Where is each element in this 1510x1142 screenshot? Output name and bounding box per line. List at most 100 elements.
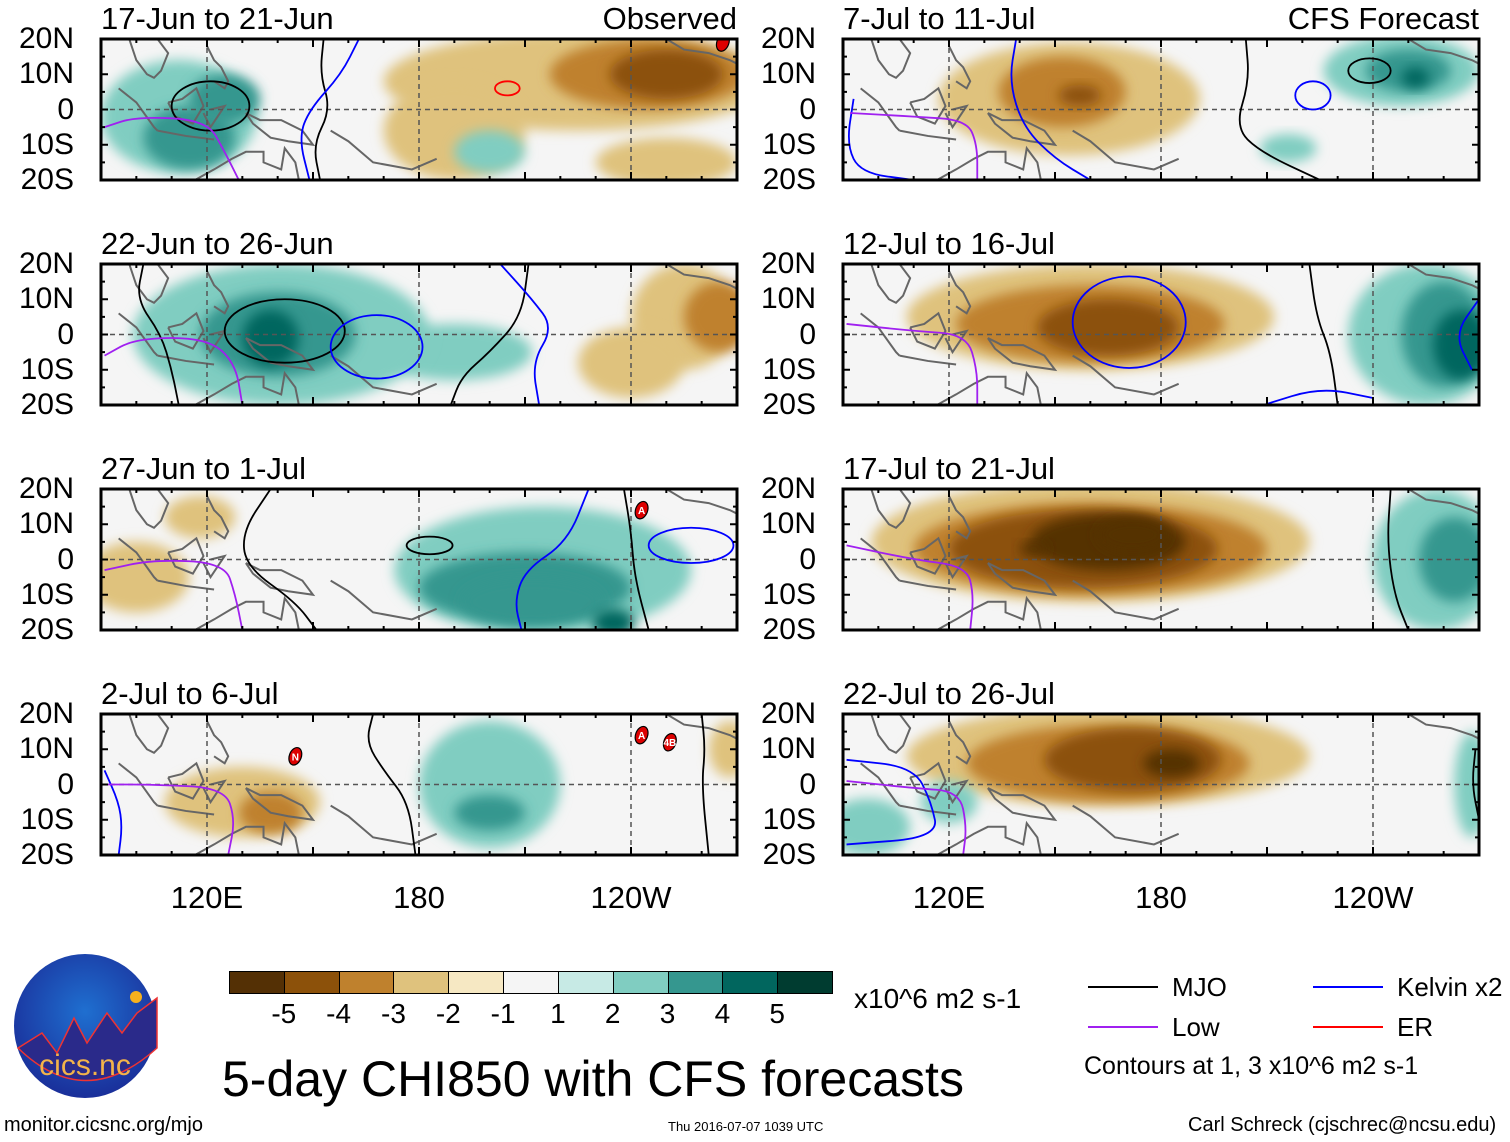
- source-url[interactable]: monitor.cicsnc.org/mjo: [4, 1114, 203, 1136]
- coastline: [118, 762, 159, 807]
- map-panel: A: [99, 487, 739, 632]
- author-credit: Carl Schreck (cjschrec@ncsu.edu): [1188, 1114, 1497, 1136]
- enhanced-anomaly-region: [454, 795, 525, 831]
- map-plot: [99, 37, 739, 182]
- er-contour: [494, 80, 521, 97]
- low-contour: [846, 544, 974, 630]
- latitude-tick-label: 20S: [762, 388, 816, 421]
- coastline: [1407, 714, 1479, 740]
- panel-date-range: 22-Jul to 26-Jul: [843, 676, 1055, 711]
- latitude-tick-label: 0: [799, 767, 816, 801]
- latitude-tick-label: 10S: [20, 577, 74, 611]
- panel-date-range: 17-Jul to 21-Jul: [843, 451, 1055, 486]
- coastline: [1407, 264, 1479, 290]
- coastline: [128, 264, 170, 304]
- suppressed-anomaly-region: [684, 281, 737, 353]
- colorbar-swatch: [229, 971, 285, 994]
- colorbar-tick-label: -4: [326, 998, 352, 1029]
- latitude-tick-label: 0: [57, 767, 74, 801]
- colorbar-tick-label: 2: [604, 998, 621, 1029]
- coastline: [665, 714, 737, 740]
- coastline: [909, 761, 947, 800]
- latitude-tick-label: 10S: [762, 577, 816, 611]
- suppressed-anomaly-region: [164, 496, 236, 539]
- kelvin-contour: [1071, 275, 1187, 369]
- panel-date-range: 7-Jul to 11-Jul: [843, 1, 1036, 36]
- enhanced-anomaly-region: [454, 130, 525, 173]
- latitude-tick-label: 20S: [762, 163, 816, 196]
- coastline: [330, 579, 438, 621]
- coastline: [167, 311, 205, 350]
- coastline: [944, 104, 969, 130]
- coastline: [202, 104, 227, 130]
- colorbar-tick-label: -1: [490, 998, 516, 1029]
- legend-label-kelvin: Kelvin x2: [1397, 972, 1503, 1002]
- suppressed-anomaly-region: [1058, 84, 1101, 106]
- coastline: [206, 270, 230, 315]
- svg-text:4B: 4B: [663, 738, 676, 749]
- coastline: [860, 762, 901, 807]
- coastline: [870, 39, 912, 79]
- map-plot: [99, 262, 739, 407]
- kelvin-contour: [329, 314, 424, 380]
- cics-logo: cics.nc: [14, 954, 158, 1098]
- coastline: [245, 787, 316, 822]
- colorbar-tick-label: 4: [714, 998, 731, 1029]
- colorbar-swatch: [448, 971, 505, 994]
- latitude-tick-label: 10S: [20, 352, 74, 386]
- enhanced-anomaly-region: [1259, 134, 1317, 163]
- coastline: [157, 579, 215, 591]
- coastline: [665, 39, 737, 65]
- mjo-contour: [405, 535, 454, 556]
- suppressed-anomaly-region: [578, 327, 684, 398]
- legend-line-er: [1313, 1026, 1383, 1028]
- tropical-cyclone-marker: N: [288, 746, 303, 766]
- svg-text:N: N: [292, 752, 299, 763]
- coastline: [987, 337, 1058, 372]
- latitude-tick-label: 0: [799, 92, 816, 126]
- coastline: [157, 804, 215, 816]
- map-panel: [841, 37, 1481, 182]
- coastline: [157, 354, 215, 366]
- mjo-contour: [1347, 57, 1392, 84]
- coastline: [899, 354, 957, 366]
- latitude-tick-label: 20S: [20, 163, 74, 196]
- coastline: [206, 720, 230, 765]
- latitude-tick-label: 0: [799, 542, 816, 576]
- mjo-contour: [223, 298, 346, 364]
- longitude-tick-label: 180: [393, 880, 445, 915]
- latitude-tick-label: 20N: [760, 247, 816, 280]
- kelvin-contour: [846, 758, 936, 846]
- colorbar-swatch: [557, 971, 614, 994]
- longitude-tick-label: 180: [1135, 880, 1187, 915]
- enhanced-anomaly-region: [461, 577, 603, 627]
- colorbar-swatch: [393, 971, 450, 994]
- kelvin-contour: [1010, 39, 1091, 180]
- latitude-tick-label: 20N: [18, 247, 74, 280]
- latitude-tick-label: 10N: [18, 732, 74, 766]
- coastline: [118, 87, 159, 132]
- colorbar-swatch: [667, 971, 724, 994]
- mjo-contour: [1308, 264, 1339, 405]
- map-plot: [841, 37, 1481, 182]
- latitude-tick-label: 20S: [762, 838, 816, 871]
- latitude-tick-label: 10S: [20, 127, 74, 161]
- coastline: [330, 129, 438, 171]
- coastline: [202, 329, 227, 355]
- latitude-tick-label: 10N: [18, 507, 74, 541]
- legend-line-mjo: [1088, 986, 1158, 988]
- mjo-contour: [449, 264, 530, 405]
- colorbar-swatch: [722, 971, 779, 994]
- latitude-tick-label: 20N: [18, 22, 74, 55]
- coastline: [948, 720, 972, 765]
- coastline: [1072, 579, 1180, 621]
- coastline: [1407, 39, 1479, 65]
- latitude-tick-label: 10N: [760, 57, 816, 91]
- map-panel: [99, 37, 739, 182]
- coastline: [870, 264, 912, 304]
- coastline: [899, 129, 957, 141]
- coastline: [944, 329, 969, 355]
- svg-text:A: A: [638, 731, 645, 742]
- coastline: [128, 714, 170, 754]
